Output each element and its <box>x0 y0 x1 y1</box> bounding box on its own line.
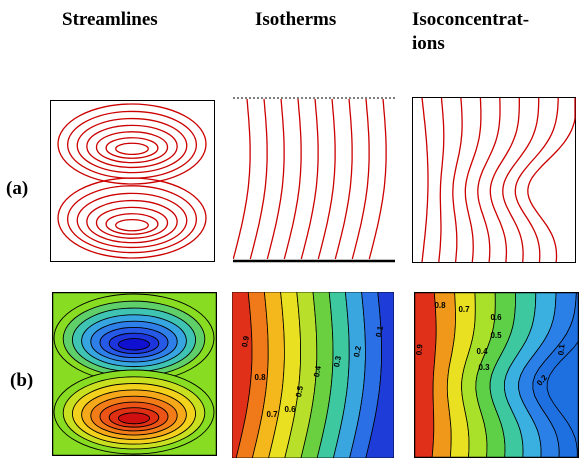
isotherm-contour-label: 0.8 <box>254 373 266 382</box>
isotherm-line <box>233 98 251 260</box>
row-label-b: (b) <box>10 370 34 391</box>
streamline-line-plot <box>50 100 215 262</box>
streamline-contour <box>66 185 198 254</box>
isoconcentration-contour-label: 0.3 <box>478 363 490 372</box>
isoconcentration-filled-level <box>414 292 437 458</box>
isotherm-line-plot <box>233 97 395 263</box>
isoconcentration-contour-label: 0.5 <box>490 331 502 340</box>
isoconcentration-contour-label: 0.1 <box>557 343 567 355</box>
streamline-contour <box>86 124 178 169</box>
isoconcentration-contour-label: 0.6 <box>490 313 502 322</box>
isoconcentration-filled-contour: 0.90.8 0.70.60.50.40.30.20.1 <box>414 292 579 458</box>
isotherm-line <box>334 98 353 260</box>
isoconcentration-contour-label: 0.8 <box>434 301 446 310</box>
isoconcentration-line <box>502 98 540 263</box>
header-isoconcentrations: Isoconcentrat- ions <box>412 9 530 54</box>
isotherm-filled-contour: 0.9 0.8 0.7 0.6 0.5 0.4 0.3 0.2 0.1 <box>232 292 394 458</box>
isotherm-contour-label: 0.3 <box>332 355 343 368</box>
streamline-filled-level <box>117 338 151 351</box>
isotherm-line <box>300 98 319 260</box>
isotherm-line <box>266 98 285 260</box>
streamline-contour <box>95 131 169 164</box>
streamline-contour <box>95 206 169 239</box>
isoconcentration-contour-label: 0.4 <box>476 347 488 356</box>
isotherm-line <box>249 98 268 260</box>
streamline-filled-level <box>117 412 151 425</box>
panel-b-isotherms: 0.9 0.8 0.7 0.6 0.5 0.4 0.3 0.2 0.1 <box>232 292 394 458</box>
streamline-contour <box>76 117 188 174</box>
isoconcentration-line <box>452 97 463 263</box>
streamline-contour <box>57 177 207 259</box>
isoconcentration-filled-level <box>532 292 579 458</box>
isotherm-contour-label: 0.2 <box>352 345 363 358</box>
isotherm-line <box>351 98 370 260</box>
streamline-contour <box>105 213 159 235</box>
streamline-contour <box>86 199 178 244</box>
row-label-a: (a) <box>6 178 29 199</box>
isotherm-line <box>368 98 387 260</box>
isotherm-line <box>283 98 302 260</box>
isotherm-contour-label: 0.9 <box>240 335 251 348</box>
header-streamlines: Streamlines <box>62 9 158 30</box>
isotherm-contour-label: 0.5 <box>294 385 305 398</box>
streamline-filled-contour <box>52 292 217 456</box>
streamline-contour <box>115 218 149 232</box>
isoconcentration-line <box>477 97 501 263</box>
isoconcentration-line-plot <box>412 97 576 263</box>
streamline-contour <box>57 103 207 185</box>
streamline-contour <box>76 192 188 249</box>
header-isotherms: Isotherms <box>255 9 337 30</box>
isotherm-filled-level <box>365 292 394 458</box>
isoconcentration-line <box>514 97 559 263</box>
panel-a-isotherms <box>233 97 395 263</box>
isoconcentration-line <box>438 97 445 263</box>
isoconcentration-line <box>421 97 429 263</box>
panel-a-streamlines <box>50 100 215 262</box>
isoconcentration-contour-label: 0.9 <box>415 343 425 355</box>
panel-b-isoconcentrations: 0.9 0.8 0.7 0.6 0.5 0.4 0.3 0.2 0.1 <box>414 292 579 458</box>
streamline-contour <box>105 137 159 159</box>
isotherm-line <box>317 98 336 260</box>
isoconcentration-line <box>464 97 482 263</box>
isoconcentration-line <box>527 98 576 263</box>
panel-a-isoconcentrations <box>412 97 576 263</box>
isotherm-contour-label: 0.6 <box>284 405 296 414</box>
isoconcentration-line <box>489 98 520 263</box>
isotherm-contour-label: 0.7 <box>266 410 278 419</box>
streamline-contour <box>115 142 149 156</box>
isotherm-contour-label: 0.4 <box>312 365 323 378</box>
panel-b-streamlines <box>52 292 217 456</box>
isotherm-contour-label: 0.1 <box>374 325 385 338</box>
isoconcentration-contour-label: 0.7 <box>458 305 470 314</box>
